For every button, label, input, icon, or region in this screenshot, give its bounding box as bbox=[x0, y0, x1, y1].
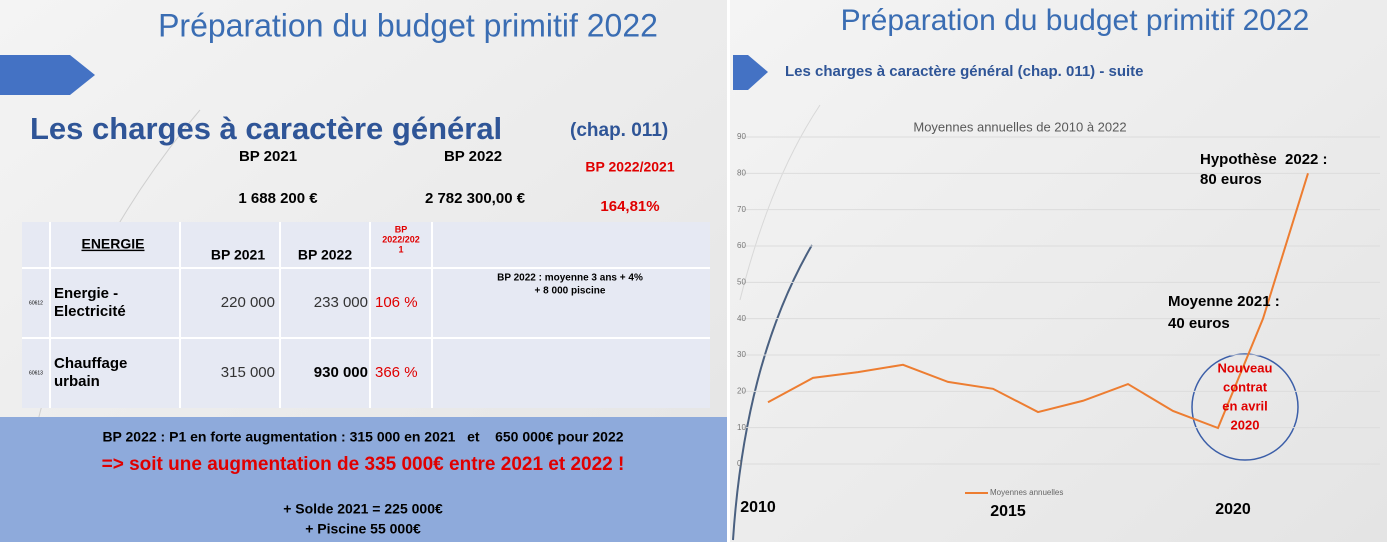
row-name: Energie - bbox=[54, 285, 118, 302]
annotation: 2020 bbox=[1231, 417, 1260, 432]
table-lines bbox=[22, 222, 710, 408]
y-tick-label: 20 bbox=[737, 386, 746, 395]
summary-value: 2 782 300,00 € bbox=[425, 190, 526, 207]
box-line: => soit une augmentation de 335 000€ ent… bbox=[102, 454, 625, 475]
summary-value: 1 688 200 € bbox=[238, 190, 318, 207]
y-tick-label: 90 bbox=[737, 132, 746, 141]
box-line: + Piscine 55 000€ bbox=[305, 521, 421, 537]
cell: 233 000 bbox=[314, 294, 368, 311]
annotation: Moyenne 2021 : bbox=[1168, 293, 1280, 310]
table-header: BP 2021 bbox=[211, 247, 265, 263]
series-line bbox=[767, 173, 1309, 430]
box-line: BP 2022 : P1 en forte augmentation : 315… bbox=[102, 429, 623, 445]
subtitle: Les charges à caractère général (chap. 0… bbox=[785, 63, 1144, 80]
y-tick-label: 80 bbox=[737, 168, 746, 177]
x-tick-label: 2015 bbox=[990, 503, 1026, 520]
table bbox=[22, 222, 710, 408]
table-header: 1 bbox=[398, 244, 403, 254]
box-line: + Solde 2021 = 225 000€ bbox=[283, 501, 443, 517]
table-note: + 8 000 piscine bbox=[535, 286, 606, 297]
y-tick-label: 30 bbox=[737, 350, 746, 359]
y-tick-label: 60 bbox=[737, 241, 746, 250]
x-tick-label: 2020 bbox=[1215, 501, 1251, 518]
y-tick-label: 40 bbox=[737, 314, 746, 323]
y-tick-label: 70 bbox=[737, 205, 746, 214]
arrow bbox=[733, 55, 768, 90]
cell: 315 000 bbox=[221, 364, 275, 381]
row-name: Chauffage bbox=[54, 355, 127, 372]
slide-title: Préparation du budget primitif 2022 bbox=[158, 7, 658, 43]
row-name: Electricité bbox=[54, 303, 126, 320]
annotation: Nouveau bbox=[1218, 360, 1273, 375]
y-tick-label: 0 bbox=[737, 459, 742, 468]
right-slide bbox=[730, 0, 1387, 542]
row-name: urbain bbox=[54, 373, 100, 390]
table-header: ENERGIE bbox=[81, 236, 144, 252]
table-header: BP 2022 bbox=[298, 247, 352, 263]
decor-line bbox=[739, 104, 821, 301]
heading: Les charges à caractère général bbox=[30, 111, 502, 146]
table-header: 2022/202 bbox=[382, 234, 420, 244]
cell: 366 % bbox=[375, 364, 418, 381]
y-tick-label: 10 bbox=[737, 423, 746, 432]
highlight-circle bbox=[1191, 353, 1299, 461]
chart-title: Moyennes annuelles de 2010 à 2022 bbox=[913, 119, 1126, 134]
annotation: 40 euros bbox=[1168, 315, 1230, 332]
row-code: 60612 bbox=[29, 300, 43, 306]
y-tick-label: 50 bbox=[737, 277, 746, 286]
cell: 106 % bbox=[375, 294, 418, 311]
cell: 220 000 bbox=[221, 294, 275, 311]
table-header: BP bbox=[395, 224, 408, 234]
legend-label: Moyennes annuelles bbox=[990, 488, 1063, 497]
summary-header: BP 2022/2021 bbox=[585, 159, 674, 175]
summary-value: 164,81% bbox=[600, 198, 659, 215]
slide-title: Préparation du budget primitif 2022 bbox=[841, 4, 1310, 37]
annotation: contrat bbox=[1223, 379, 1268, 394]
row-code: 60613 bbox=[29, 370, 43, 376]
arrow bbox=[0, 55, 95, 95]
info-box bbox=[0, 417, 727, 542]
decor-line bbox=[732, 244, 813, 541]
x-tick-label: 2010 bbox=[740, 499, 776, 516]
annotation: Hypothèse 2022 : bbox=[1200, 151, 1328, 168]
cell: 930 000 bbox=[314, 364, 368, 381]
summary-header: BP 2022 bbox=[444, 148, 502, 165]
table-note: BP 2022 : moyenne 3 ans + 4% bbox=[497, 273, 643, 284]
annotation: en avril bbox=[1222, 398, 1268, 413]
chapter: (chap. 011) bbox=[570, 120, 668, 141]
summary-header: BP 2021 bbox=[239, 148, 297, 165]
annotation: 80 euros bbox=[1200, 171, 1262, 188]
